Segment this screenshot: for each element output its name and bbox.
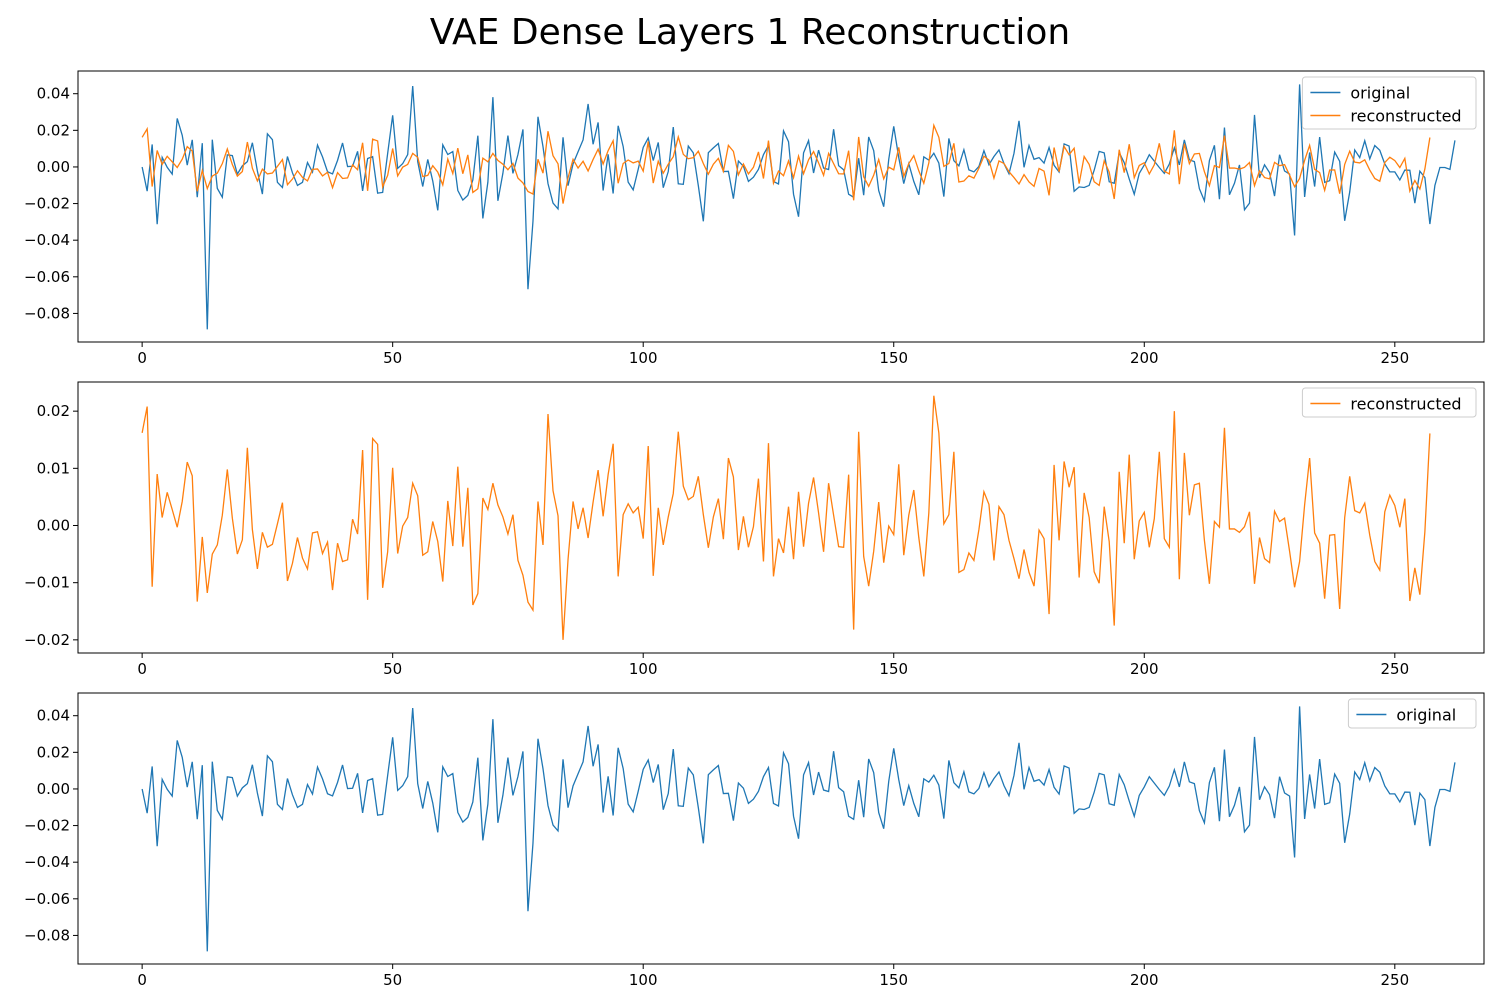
legend-label-original: original <box>1396 706 1456 725</box>
y-tick-label: −0.02 <box>24 195 70 213</box>
y-tick-label: 0.00 <box>37 158 70 176</box>
legend-box <box>1347 698 1477 729</box>
x-tick-label: 250 <box>1380 971 1409 989</box>
legend-label-reconstructed: reconstructed <box>1350 395 1461 414</box>
subplot-bottom-original: 0 50 100 150 200 250 −0.08 −0.06 −0.04 −0.02 0.00 0… <box>24 692 1485 989</box>
legend-box <box>1301 387 1477 418</box>
x-tick-label: 150 <box>879 349 908 367</box>
y-tick-label: 0.00 <box>37 517 70 535</box>
y-tick-label: 0.02 <box>37 121 70 139</box>
y-tick-label: −0.06 <box>24 890 70 908</box>
x-tick-label: 200 <box>1130 971 1159 989</box>
y-tick-label: −0.04 <box>24 853 70 871</box>
legend: original <box>1347 698 1477 729</box>
y-tick-label: 0.00 <box>37 780 70 798</box>
axes-frame <box>77 381 1485 654</box>
legend: original reconstructed <box>1301 76 1477 130</box>
x-tick-label: 100 <box>629 971 658 989</box>
y-tick-label: 0.04 <box>37 85 70 103</box>
y-tick-label: −0.02 <box>24 631 70 649</box>
y-tick-label: −0.08 <box>24 926 70 944</box>
legend-label-original: original <box>1350 84 1410 103</box>
x-tick-label: 150 <box>879 660 908 678</box>
y-tick-label: 0.02 <box>37 743 70 761</box>
x-tick-label: 250 <box>1380 349 1409 367</box>
series-line-reconstructed <box>141 122 1431 204</box>
legend-label-reconstructed: reconstructed <box>1350 107 1461 126</box>
figure-title: VAE Dense Layers 1 Reconstruction <box>429 12 1071 53</box>
x-tick-label: 50 <box>383 660 402 678</box>
y-tick-label: 0.04 <box>37 707 70 725</box>
x-tick-label: 250 <box>1380 660 1409 678</box>
subplot-top-combined: 0 50 100 150 200 250 −0.08 −0.06 −0.04 −0.02 0.00 0… <box>24 70 1485 367</box>
x-tick-label: 50 <box>383 349 402 367</box>
legend-box <box>1301 76 1477 130</box>
x-tick-label: 50 <box>383 971 402 989</box>
series-line-reconstructed <box>141 395 1431 640</box>
series-line-original <box>141 84 1456 330</box>
y-tick-label: 0.01 <box>37 459 70 477</box>
y-tick-label: −0.02 <box>24 817 70 835</box>
legend: reconstructed <box>1301 387 1477 418</box>
series-line-original <box>141 706 1456 952</box>
x-tick-label: 0 <box>137 971 147 989</box>
x-tick-label: 200 <box>1130 349 1159 367</box>
y-tick-label: −0.06 <box>24 268 70 286</box>
subplot-middle-reconstructed: 0 50 100 150 200 250 −0.02 −0.01 0.00 0.01 0.02 rec… <box>24 381 1485 678</box>
x-tick-label: 0 <box>137 349 147 367</box>
y-tick-label: −0.01 <box>24 574 70 592</box>
x-tick-label: 200 <box>1130 660 1159 678</box>
x-tick-label: 100 <box>629 660 658 678</box>
axes-frame <box>77 692 1485 965</box>
x-tick-label: 150 <box>879 971 908 989</box>
y-tick-label: −0.08 <box>24 304 70 322</box>
y-tick-label: −0.04 <box>24 231 70 249</box>
axes-frame <box>77 70 1485 343</box>
y-tick-label: 0.02 <box>37 402 70 420</box>
x-tick-label: 0 <box>137 660 147 678</box>
x-tick-label: 100 <box>629 349 658 367</box>
